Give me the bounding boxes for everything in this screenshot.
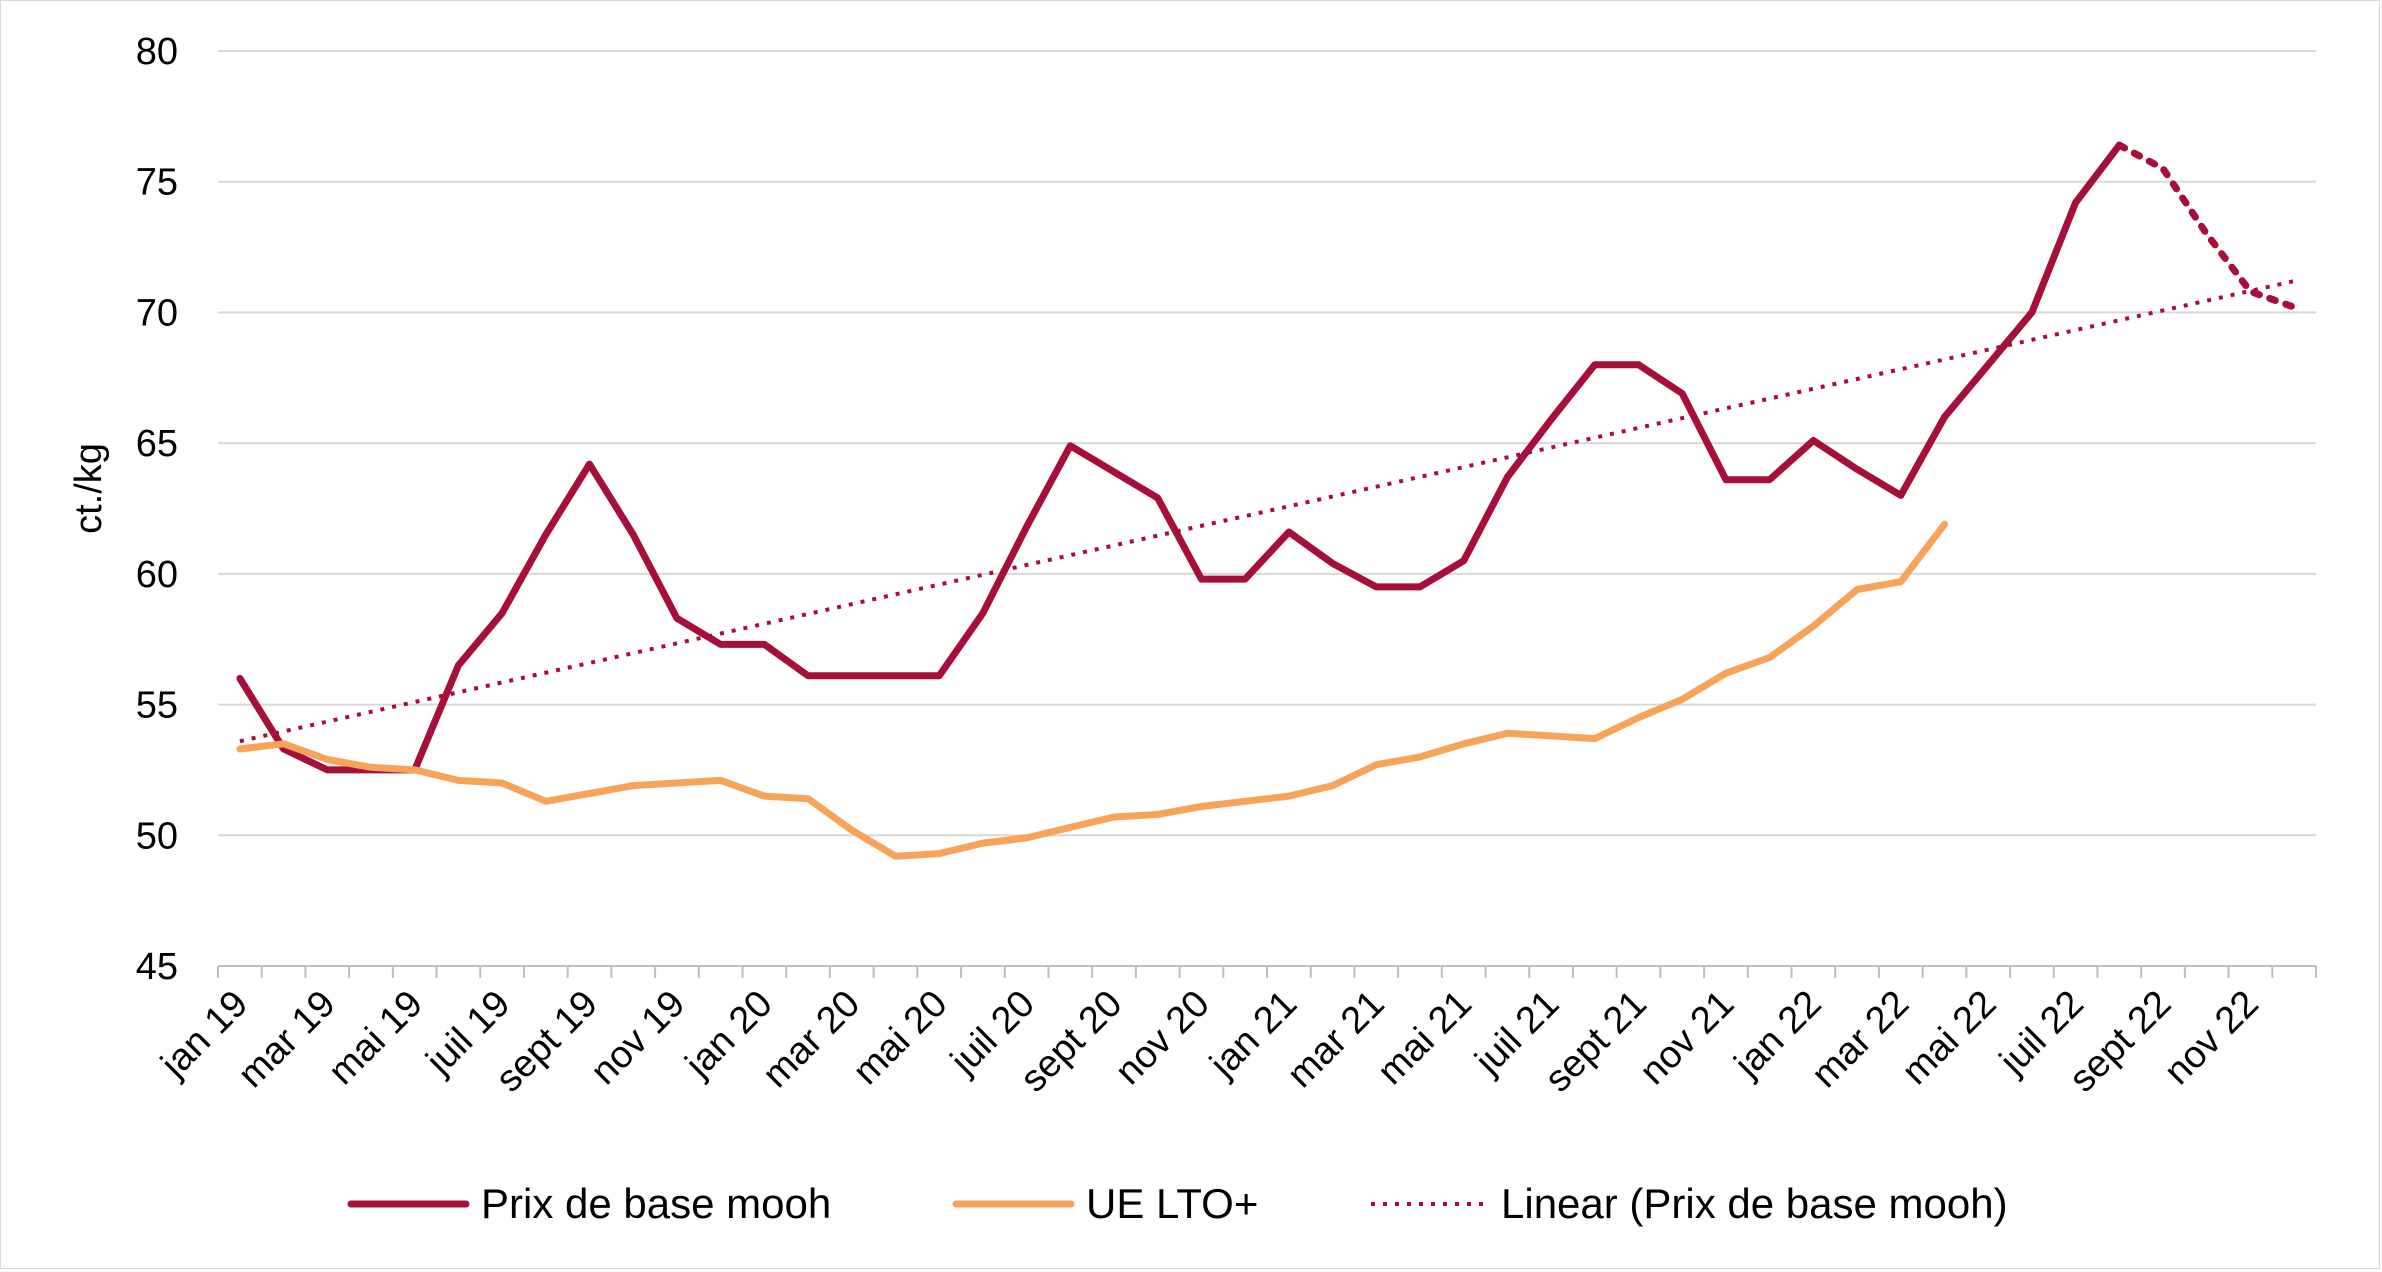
y-axis-title: ct./kg <box>68 443 110 534</box>
x-tick-label: nov 20 <box>1107 983 1217 1093</box>
y-tick-label: 65 <box>136 423 178 465</box>
y-tick-label: 70 <box>136 292 178 334</box>
legend-label: UE LTO+ <box>1086 1180 1258 1227</box>
x-tick-label: mar 21 <box>1279 983 1392 1096</box>
x-tick-label: mai 22 <box>1894 983 2004 1093</box>
legend: Prix de base mooh UE LTO+ Linear (Prix de … <box>347 1180 2008 1227</box>
y-tick-label: 45 <box>136 946 178 988</box>
y-tick-label: 50 <box>136 815 178 857</box>
series-prix-de-base-mooh-line <box>236 141 2123 774</box>
legend-ue-lto: UE LTO+ <box>952 1180 1258 1227</box>
x-tick-label: nov 21 <box>1632 983 1742 1093</box>
legend-linear-prix-de-base-mooh: Linear (Prix de base mooh) <box>1371 1180 2008 1227</box>
series-prix-de-base-mooh-dotted-line <box>2115 141 2298 311</box>
x-tick-label: mar 19 <box>230 983 343 1096</box>
series-ue-lto-line <box>236 520 1948 860</box>
plot-area <box>236 141 2298 860</box>
x-tick-label: nov 19 <box>583 983 693 1093</box>
x-tick-label: nov 22 <box>2156 983 2266 1093</box>
y-tick-labels: 45 50 55 60 65 70 75 80 <box>136 31 178 988</box>
legend-prix-de-base-mooh: Prix de base mooh <box>347 1180 831 1227</box>
x-tick-label: mai 21 <box>1370 983 1480 1093</box>
x-tick-label: mar 22 <box>1804 983 1917 1096</box>
legend-label: Linear (Prix de base mooh) <box>1501 1180 2008 1227</box>
y-tick-label: 60 <box>136 554 178 596</box>
series-linear-prix-de-base-mooh-dotted-line <box>239 279 2295 744</box>
x-tick-label: mai 20 <box>845 983 955 1093</box>
x-tick-label: mai 19 <box>321 983 431 1093</box>
x-tick-label: mar 20 <box>755 983 868 1096</box>
y-tick-label: 75 <box>136 162 178 204</box>
y-tick-label: 55 <box>136 685 178 727</box>
x-axis <box>217 966 2317 978</box>
y-tick-label: 80 <box>136 31 178 73</box>
gridlines <box>218 50 2316 967</box>
legend-label: Prix de base mooh <box>481 1180 831 1227</box>
